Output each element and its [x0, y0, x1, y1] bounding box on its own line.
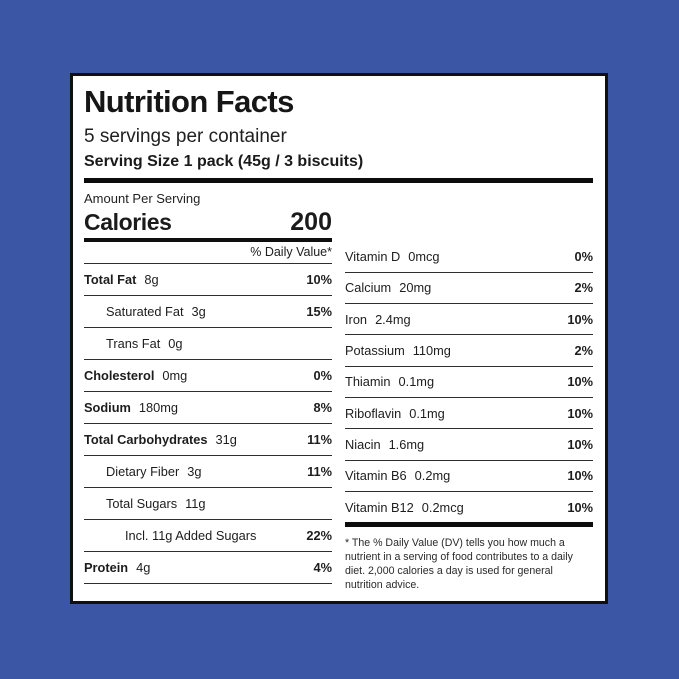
nutrient-name: Cholesterol [84, 367, 155, 383]
nutrient-row: Sodium 180mg 8% [84, 392, 332, 424]
right-nutrient-list: Vitamin D 0mcg 0% Calcium 20mg 2% Iron 2.4m… [345, 242, 593, 524]
nutrient-name: Calcium [345, 280, 392, 296]
nutrient-name: Total Carbohydrates [84, 431, 208, 447]
nutrient-name: Protein [84, 559, 129, 575]
nutrient-name: Sodium [84, 399, 131, 415]
calories-value: 200 [290, 207, 332, 236]
nutrient-name: Thiamin [345, 374, 391, 390]
nutrient-name: Vitamin B6 [345, 468, 407, 484]
calories-row: Calories 200 [84, 208, 332, 237]
nutrient-row: Riboflavin 0.1mg 10% [345, 398, 593, 430]
nutrient-name: Iron [345, 311, 368, 327]
nutrient-row: Vitamin B12 0.2mcg 10% [345, 492, 593, 523]
nutrient-daily-value: 10% [567, 436, 593, 452]
header-divider-bar [84, 177, 593, 183]
nutrient-daily-value: 2% [574, 280, 594, 296]
nutrient-row: Total Sugars 11g [84, 488, 332, 520]
nutrient-amount: 20mg [399, 280, 432, 296]
nutrient-daily-value: 8% [313, 399, 333, 415]
nutrient-row: Dietary Fiber 3g 11% [84, 456, 332, 488]
nutrient-row: Iron 2.4mg 10% [345, 304, 593, 336]
nutrient-amount: 31g [215, 431, 237, 447]
amount-per-serving-label: Amount Per Serving [84, 190, 201, 206]
nutrient-amount: 4g [136, 559, 151, 575]
nutrient-daily-value: 2% [574, 343, 594, 359]
nutrient-daily-value: 10% [567, 405, 593, 421]
nutrient-amount: 0.2mcg [421, 500, 464, 516]
nutrient-amount: 0.2mg [414, 468, 451, 484]
nutrient-name: Total Fat [84, 271, 137, 287]
nutrient-amount: 0g [168, 335, 183, 351]
label-title: Nutrition Facts [84, 84, 294, 119]
nutrient-amount: 0mcg [408, 249, 440, 265]
nutrient-row: Total Carbohydrates 31g 11% [84, 424, 332, 456]
nutrient-daily-value: 10% [567, 468, 593, 484]
nutrient-name: Dietary Fiber [106, 463, 180, 479]
nutrient-row: Vitamin B6 0.2mg 10% [345, 461, 593, 492]
nutrient-name: Niacin [345, 436, 381, 452]
nutrient-name: Saturated Fat [106, 303, 184, 319]
right-column: Vitamin D 0mcg 0% Calcium 20mg 2% Iron 2.4m… [345, 191, 593, 593]
nutrient-amount: 2.4mg [375, 311, 411, 327]
nutrient-daily-value: 11% [307, 431, 332, 447]
servings-per-container: 5 servings per container [84, 125, 287, 147]
daily-value-header: % Daily Value* [84, 242, 332, 264]
nutrient-amount: 180mg [138, 399, 179, 415]
nutrient-daily-value: 0% [313, 367, 333, 383]
nutrient-row: Thiamin 0.1mg 10% [345, 367, 593, 399]
nutrient-amount: 110mg [412, 343, 451, 359]
nutrient-amount: 0.1mg [409, 405, 445, 421]
nutrient-daily-value: 15% [306, 303, 332, 319]
nutrient-amount: 11g [185, 495, 206, 511]
nutrient-name: Incl. 11g Added Sugars [125, 527, 257, 543]
nutrient-amount: 0.1mg [398, 374, 435, 390]
calories-divider-bar [84, 237, 332, 242]
nutrient-amount: 3g [191, 303, 206, 319]
daily-value-footnote: * The % Daily Value (DV) tells you how m… [345, 537, 573, 592]
nutrient-row: Cholesterol 0mg 0% [84, 360, 332, 392]
nutrient-row: Protein 4g 4% [84, 552, 332, 584]
nutrient-name: Trans Fat [106, 335, 161, 351]
nutrient-name: Vitamin D [345, 249, 401, 265]
nutrient-row: Saturated Fat 3g 15% [84, 296, 332, 328]
nutrient-daily-value: 10% [306, 271, 332, 287]
calories-label: Calories [84, 208, 172, 235]
serving-size: Serving Size 1 pack (45g / 3 biscuits) [84, 152, 364, 170]
nutrient-row: Incl. 11g Added Sugars 22% [84, 520, 332, 552]
nutrient-row: Vitamin D 0mcg 0% [345, 242, 593, 273]
nutrient-name: Riboflavin [345, 405, 402, 421]
nutrient-name: Potassium [345, 343, 405, 359]
nutrient-daily-value: 10% [567, 374, 593, 390]
left-column: Amount Per Serving Calories 200 % Daily … [84, 191, 332, 593]
nutrient-daily-value: 11% [307, 463, 332, 479]
nutrient-daily-value: 22% [306, 527, 332, 543]
nutrient-row: Potassium 110mg 2% [345, 335, 594, 367]
footnote-divider-bar [345, 522, 593, 528]
nutrient-amount: 1.6mg [388, 436, 425, 452]
nutrient-daily-value: 4% [313, 559, 333, 575]
nutrient-row: Calcium 20mg 2% [345, 273, 594, 305]
nutrient-amount: 8g [144, 271, 159, 287]
nutrient-columns: Amount Per Serving Calories 200 % Daily … [84, 191, 593, 593]
nutrient-name: Vitamin B12 [345, 500, 414, 516]
nutrient-row: Trans Fat 0g [84, 328, 332, 360]
nutrient-amount: 3g [187, 463, 202, 479]
nutrient-row: Niacin 1.6mg 10% [345, 429, 593, 461]
nutrient-amount: 0mg [162, 367, 188, 383]
nutrient-daily-value: 0% [574, 249, 594, 265]
nutrient-daily-value: 10% [567, 500, 593, 516]
nutrient-row: Total Fat 8g 10% [84, 264, 332, 296]
right-column-spacer [345, 191, 593, 242]
nutrient-name: Total Sugars [106, 495, 178, 511]
nutrient-daily-value: 10% [567, 311, 593, 327]
left-nutrient-list: Total Fat 8g 10% Saturated Fat 3g 15% Tran… [84, 264, 332, 584]
nutrition-facts-label: Nutrition Facts 5 servings per container… [70, 73, 608, 604]
